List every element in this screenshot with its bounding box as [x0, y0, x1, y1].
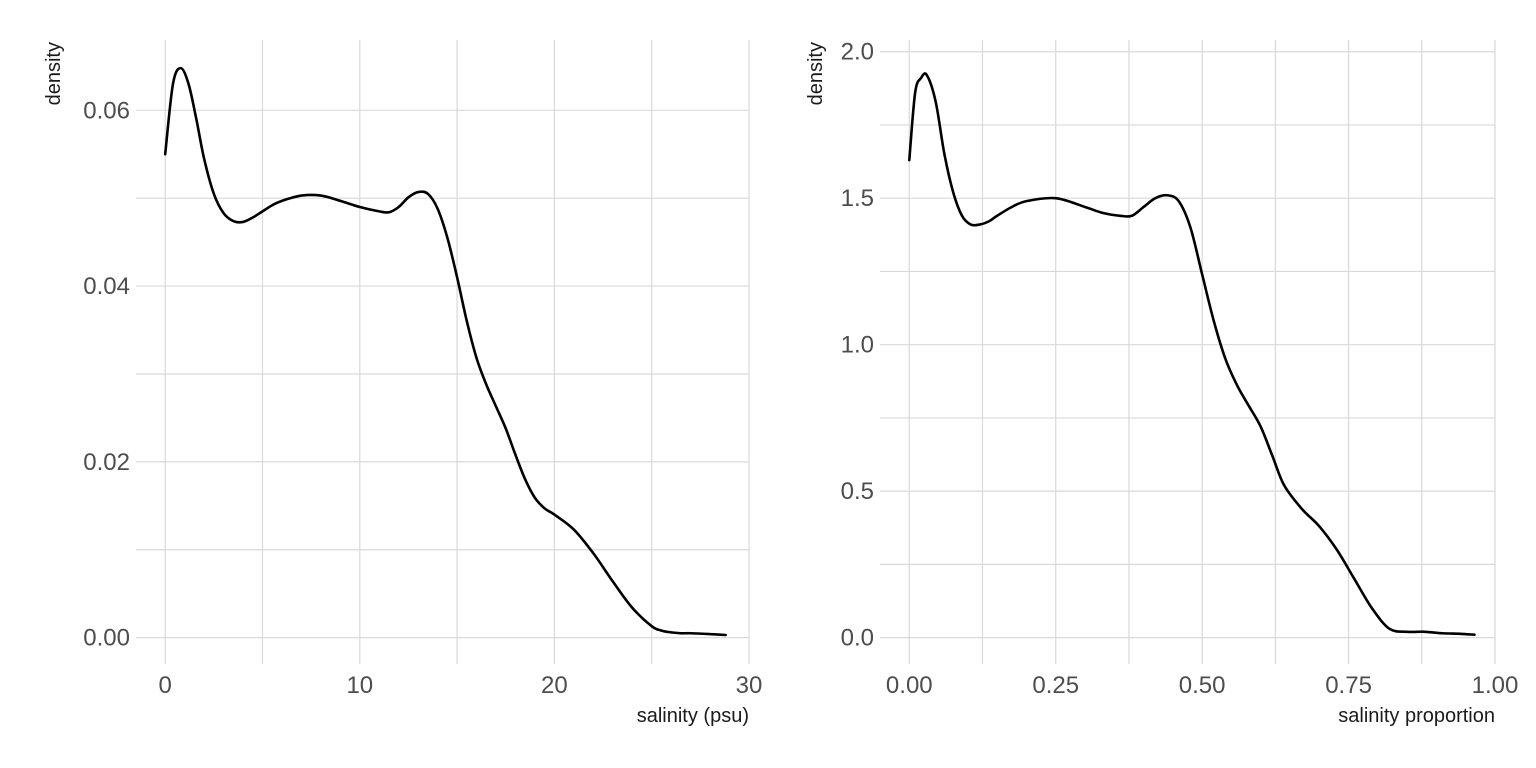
x-tick-label: 20 [541, 672, 568, 699]
y-axis-title: density [805, 42, 827, 105]
y-tick-labels: 0.00 0.02 0.04 0.06 [83, 97, 130, 651]
panel-right: 0.00 0.25 0.50 0.75 1.00 0.0 0.5 1.0 1.5 2.0 sal… [805, 39, 1518, 727]
x-tick-label: 30 [736, 672, 763, 699]
x-axis-title: salinity proportion [1338, 705, 1495, 727]
y-tick-label: 0.04 [83, 273, 130, 300]
y-tick-label: 0.00 [83, 625, 130, 652]
x-tick-label: 0.25 [1032, 672, 1079, 699]
y-tick-label: 0.0 [841, 625, 874, 652]
x-tick-label: 10 [346, 672, 373, 699]
x-tick-label: 0.75 [1325, 672, 1372, 699]
x-axis-title: salinity (psu) [637, 705, 749, 727]
y-tick-label: 0.5 [841, 478, 874, 505]
y-tick-label: 1.5 [841, 185, 874, 212]
y-axis-title: density [43, 42, 65, 105]
y-tick-label: 0.06 [83, 97, 130, 124]
x-tick-label: 0.00 [886, 672, 933, 699]
x-tick-label: 0 [159, 672, 172, 699]
y-tick-label: 1.0 [841, 332, 874, 359]
x-tick-labels: 0.00 0.25 0.50 0.75 1.00 [886, 672, 1518, 699]
y-tick-label: 0.02 [83, 449, 130, 476]
gridlines [136, 40, 750, 664]
y-tick-labels: 0.0 0.5 1.0 1.5 2.0 [841, 39, 874, 652]
density-curve [163, 66, 727, 637]
density-curve [907, 72, 1476, 636]
x-tick-label: 0.50 [1179, 672, 1226, 699]
gridlines [880, 40, 1496, 664]
x-tick-labels: 0 10 20 30 [159, 672, 763, 699]
y-tick-label: 2.0 [841, 39, 874, 66]
panel-left: 0 10 20 30 0.000.020.040.06 salinity (psu) … [43, 40, 762, 727]
x-tick-label: 1.00 [1472, 672, 1519, 699]
